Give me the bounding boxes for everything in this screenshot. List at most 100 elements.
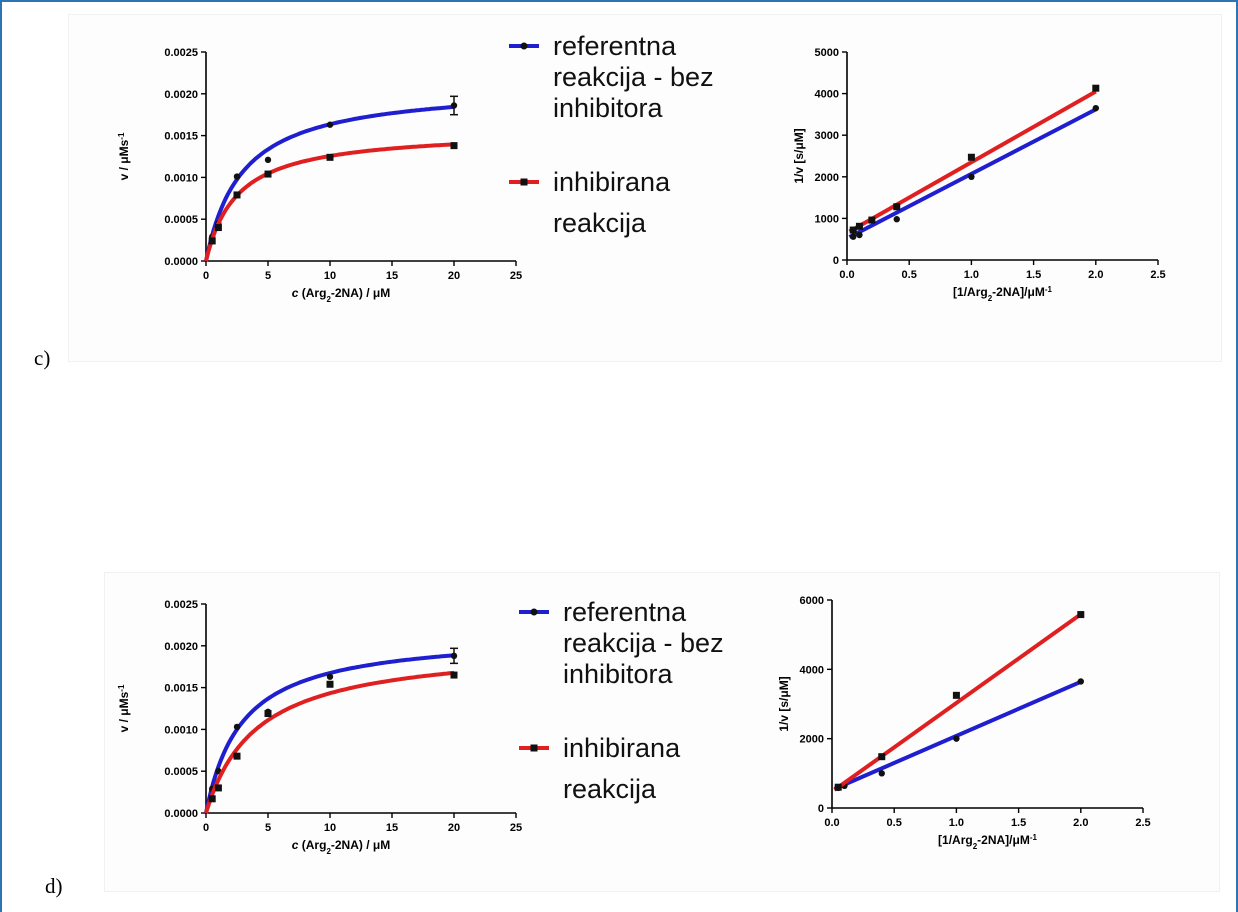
data-point — [214, 784, 222, 792]
legend-label-line: reakcija — [553, 208, 647, 238]
data-point — [233, 723, 241, 731]
x-tick-label: 0.0 — [824, 817, 839, 829]
x-tick-label: 15 — [386, 822, 398, 834]
y-tick-label: 0.0015 — [164, 131, 198, 143]
y-axis-label: v / μMs-1 — [117, 684, 132, 732]
x-axis-label-text: [1/Arg — [938, 833, 973, 847]
y-tick-label: 0.0010 — [164, 172, 198, 184]
data-point — [952, 691, 960, 699]
series-1 — [204, 142, 458, 262]
data-point — [208, 795, 216, 803]
data-point — [855, 222, 863, 230]
x-tick-label: 2.5 — [1150, 269, 1165, 281]
x-tick-label: 25 — [510, 270, 522, 282]
x-axis-label-sub: 2 — [988, 294, 993, 303]
x-axis-label-sub: 2 — [326, 295, 331, 304]
data-point — [967, 153, 975, 161]
x-tick-label: 2.0 — [1073, 817, 1088, 829]
x-axis-label-rest: -2NA) / μM — [331, 838, 390, 852]
legend-label-line: reakcija - bez — [563, 628, 724, 658]
x-tick-label: 10 — [324, 822, 336, 834]
y-tick-label: 5000 — [815, 47, 839, 59]
data-point — [450, 142, 458, 150]
x-axis-label-sup: -1 — [1045, 285, 1053, 294]
x-tick-label: 5 — [265, 270, 271, 282]
x-tick-label: 2.5 — [1135, 817, 1150, 829]
michaelis-menten-chart-c: 0 5 10 15 20 25 0.0000 0.0005 0.0010 0.0015 0.0020… — [117, 47, 523, 304]
data-point — [326, 673, 334, 680]
series-0 — [204, 95, 458, 262]
data-point — [856, 231, 863, 239]
y-axis-label: 1/v [s/μM] — [777, 676, 791, 731]
x-axis-label: c (Arg2-2NA) / μM — [292, 286, 390, 304]
y-tick-label: 0.0025 — [164, 599, 198, 611]
data-point — [849, 226, 857, 234]
data-point — [893, 203, 901, 211]
data-point — [326, 121, 334, 128]
x-tick-label: 15 — [386, 270, 398, 282]
x-axis-label: [1/Arg2-2NA]/μM-1 — [938, 833, 1037, 851]
data-point — [878, 770, 885, 777]
y-tick-label: 6000 — [800, 595, 824, 607]
x-tick-label: 5 — [265, 822, 271, 834]
y-tick-label: 0.0020 — [164, 641, 198, 653]
data-point — [208, 237, 216, 245]
y-axis-label: 1/v [s/μM] — [792, 128, 806, 183]
x-axis-label: c (Arg2-2NA) / μM — [292, 838, 390, 856]
fit-line — [833, 679, 1082, 791]
x-tick-label: 0 — [203, 822, 209, 834]
y-axis-label-text: v / μMs — [117, 691, 131, 732]
x-tick-label: 25 — [510, 822, 522, 834]
x-tick-label: 0.0 — [839, 269, 854, 281]
y-tick-label: 0.0025 — [164, 47, 198, 59]
lineweaver-burk-chart-d: 0.0 0.5 1.0 1.5 2.0 2.5 0 2000 4000 6000 1/v [s/μM… — [777, 595, 1151, 851]
x-tick-label: 20 — [448, 822, 460, 834]
x-axis-label-sub: 2 — [973, 842, 978, 851]
legend-label-line: inhibitora — [553, 93, 664, 123]
x-tick-label: 0 — [203, 270, 209, 282]
data-point — [878, 753, 886, 761]
x-axis-label-rest: -2NA]/μM — [992, 285, 1045, 299]
x-axis-label-sub: 2 — [326, 847, 331, 856]
panel-label: c) — [34, 346, 51, 370]
lineweaver-burk-chart-c: 0.0 0.5 1.0 1.5 2.0 2.5 0 1000 2000 3000 4000 5000 1… — [792, 47, 1166, 303]
series-1 — [833, 611, 1085, 792]
y-tick-label: 0.0010 — [164, 724, 198, 736]
y-tick-label: 0.0005 — [164, 214, 198, 226]
y-tick-label: 0.0000 — [164, 256, 198, 268]
y-tick-label: 0 — [833, 255, 839, 267]
x-tick-label: 1.5 — [1026, 269, 1041, 281]
data-point — [1077, 678, 1084, 685]
panel-d-background — [104, 572, 1220, 892]
legend-label-line: referentna — [553, 31, 677, 61]
data-point — [326, 680, 334, 688]
data-point — [850, 233, 857, 240]
y-tick-label: 0.0005 — [164, 766, 198, 778]
panel-label: d) — [45, 874, 63, 898]
y-tick-label: 2000 — [800, 734, 824, 746]
x-axis-label-prefix: c — [292, 838, 299, 852]
data-point — [233, 752, 241, 760]
x-axis-label-rest: -2NA) / μM — [331, 286, 390, 300]
series-0 — [848, 104, 1099, 240]
y-tick-label: 3000 — [815, 130, 839, 142]
panel-c-background — [68, 14, 1222, 362]
x-tick-label: 1.0 — [964, 269, 979, 281]
fit-curve — [204, 670, 455, 814]
data-point — [233, 173, 241, 180]
fit-line — [833, 612, 1082, 792]
data-point — [1077, 611, 1085, 619]
y-tick-label: 0.0020 — [164, 89, 198, 101]
x-axis-label-text: (Arg — [298, 838, 326, 852]
legend-label-line: inhibirana — [563, 733, 681, 763]
fit-line — [848, 89, 1097, 234]
legend-marker — [530, 744, 538, 752]
data-point — [834, 783, 842, 791]
legend-label-line: referentna — [563, 597, 687, 627]
data-point — [953, 735, 960, 742]
legend-entry-inhibited: inhibirana reakcija — [509, 167, 671, 238]
